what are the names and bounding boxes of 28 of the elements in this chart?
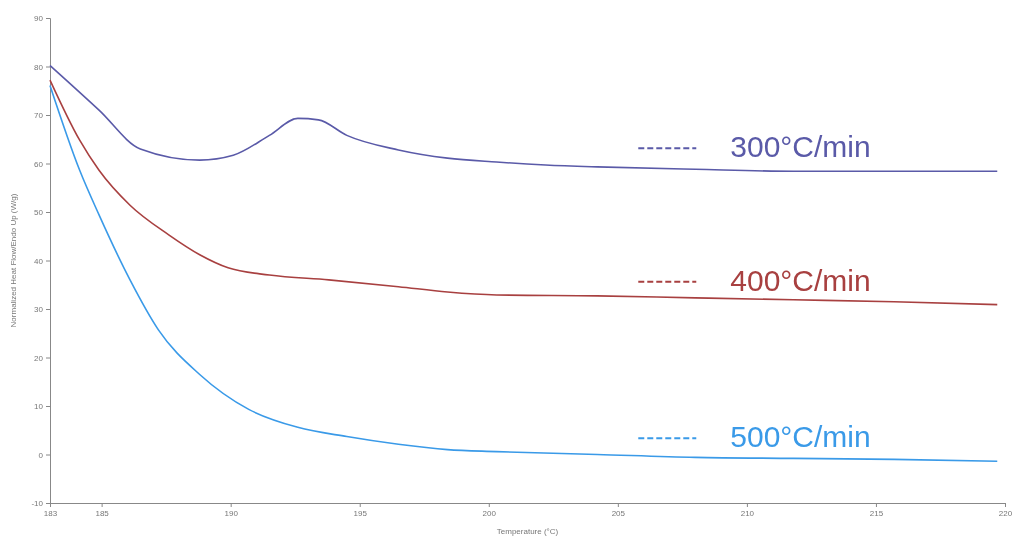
- x-tick-label: 220: [998, 508, 1013, 518]
- line-series: [49, 64, 999, 173]
- line-series: [49, 79, 999, 306]
- y-tick-label: 30: [34, 305, 44, 315]
- y-tick-label: -10: [31, 499, 44, 509]
- y-tick-label: 70: [34, 111, 44, 121]
- y-tick-label: 0: [38, 450, 44, 460]
- y-tick-label: 90: [34, 14, 44, 24]
- x-tick-label: 183: [43, 508, 58, 518]
- x-tick-label: 200: [482, 508, 497, 518]
- y-axis-title: Normalized Heat Flow/Endo Up (W/g): [9, 193, 18, 328]
- x-tick-label: 185: [95, 508, 110, 518]
- x-tick-label: 205: [611, 508, 626, 518]
- line-series: [49, 84, 999, 463]
- y-tick-label: 40: [34, 256, 44, 266]
- legend-label: 500°C/min: [730, 420, 871, 454]
- y-tick-label: 10: [34, 402, 44, 412]
- y-tick-label: 80: [34, 62, 44, 72]
- x-tick-label: 195: [353, 508, 368, 518]
- legend-label: 300°C/min: [730, 130, 871, 164]
- y-tick-label: 50: [34, 208, 44, 218]
- x-axis-title: Temperature (°C): [496, 527, 559, 536]
- legend-label: 400°C/min: [730, 263, 871, 297]
- x-tick-label: 210: [740, 508, 755, 518]
- x-tick-label: 215: [869, 508, 884, 518]
- y-tick-label: 60: [34, 159, 44, 169]
- y-tick-label: 20: [34, 353, 44, 363]
- x-tick-label: 190: [224, 508, 239, 518]
